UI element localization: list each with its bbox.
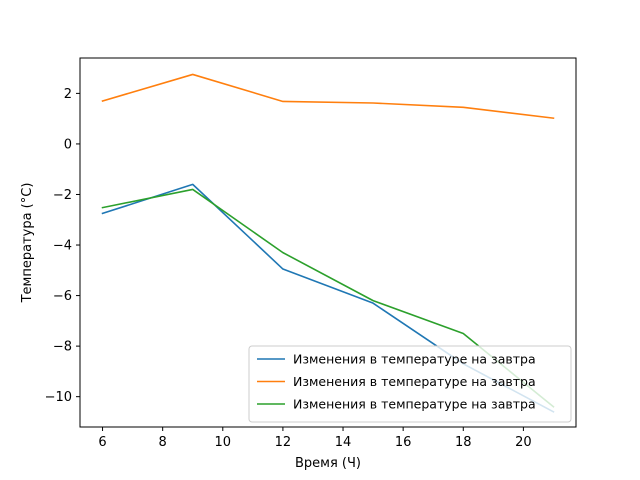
legend: Изменения в температуре на завтра Изменен… — [248, 345, 572, 423]
legend-box — [248, 345, 572, 423]
x-tick-label: 8 — [159, 435, 167, 450]
y-tick-label: −2 — [53, 188, 72, 203]
y-axis-label: Температура (°C) — [20, 183, 35, 304]
y-tick-label: −6 — [53, 289, 72, 304]
y-tick-label: −8 — [53, 340, 72, 355]
series-line-2 — [101, 73, 555, 120]
x-tick-label: 20 — [515, 435, 532, 450]
x-axis-label: Время (Ч) — [295, 456, 361, 471]
legend-entry-label: Изменения в температуре на завтра — [293, 374, 536, 389]
x-tick-label: 10 — [215, 435, 232, 450]
x-axis-ticks: 6 8 10 12 14 16 18 20 — [98, 427, 532, 450]
x-tick-label: 16 — [395, 435, 412, 450]
y-tick-label: −10 — [45, 390, 72, 405]
x-tick-label: 12 — [275, 435, 292, 450]
y-tick-label: −4 — [53, 239, 72, 254]
x-tick-label: 18 — [455, 435, 472, 450]
y-tick-label: 2 — [64, 87, 72, 102]
legend-entry-label: Изменения в температуре на завтра — [293, 397, 536, 412]
y-axis-ticks: −10 −8 −6 −4 −2 0 2 — [45, 87, 80, 405]
x-tick-label: 6 — [98, 435, 106, 450]
plot-frame — [79, 57, 577, 428]
x-tick-label: 14 — [335, 435, 352, 450]
legend-entry-label: Изменения в температуре на завтра — [293, 352, 536, 367]
y-tick-label: 0 — [64, 137, 72, 152]
